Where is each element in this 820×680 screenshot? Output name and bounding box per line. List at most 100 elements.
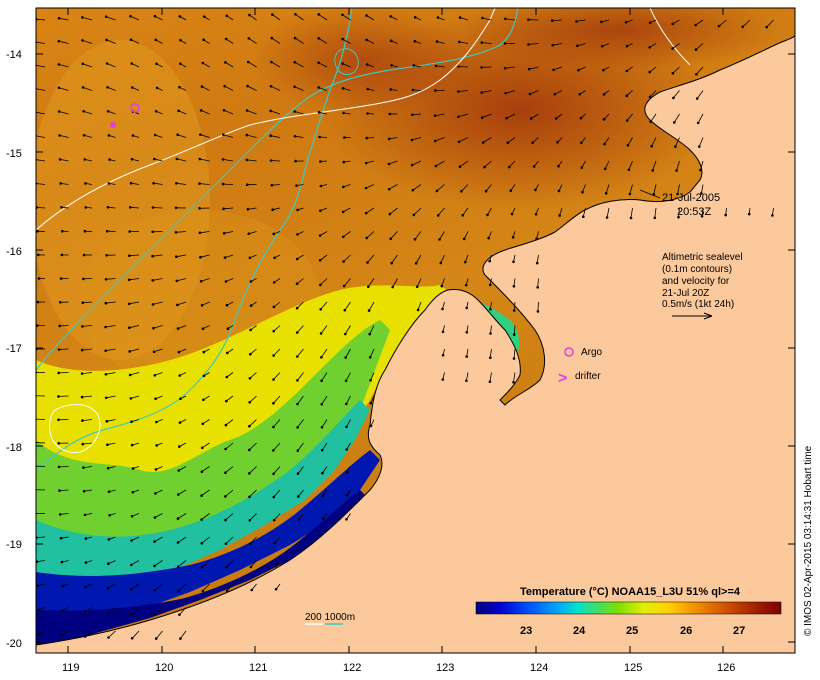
velocity-vector — [629, 184, 633, 195]
velocity-vector — [322, 466, 328, 474]
velocity-vector — [82, 372, 93, 374]
velocity-vector-head — [557, 164, 560, 168]
velocity-vector — [321, 442, 328, 451]
velocity-vector — [481, 42, 492, 44]
velocity-vector — [319, 254, 328, 261]
velocity-vector-head — [557, 189, 561, 193]
velocity-vector-head — [57, 395, 60, 398]
velocity-vector — [676, 160, 680, 171]
velocity-vector-head — [198, 182, 201, 185]
velocity-vector — [273, 466, 281, 475]
velocity-vector — [459, 17, 469, 21]
velocity-vector-head — [151, 206, 155, 209]
velocity-vector — [224, 85, 234, 91]
velocity-vector-head — [345, 425, 348, 429]
velocity-vector — [106, 39, 116, 44]
velocity-vector — [130, 39, 140, 44]
velocity-vector-head — [245, 109, 249, 112]
velocity-vector-head — [672, 96, 675, 100]
velocity-vector-head — [81, 86, 85, 89]
velocity-vector-head — [269, 134, 273, 137]
velocity-vector — [273, 419, 281, 428]
velocity-vector-head — [673, 121, 676, 124]
velocity-vector — [250, 560, 257, 568]
legend-line: and velocity for — [662, 276, 730, 287]
lon-tick-label: 121 — [249, 662, 267, 674]
velocity-vector-head — [36, 324, 39, 327]
velocity-vector-head — [249, 328, 252, 332]
velocity-vector — [273, 301, 281, 308]
velocity-vector-head — [411, 188, 415, 192]
velocity-vector — [297, 466, 304, 474]
velocity-vector — [176, 254, 187, 258]
velocity-vector-head — [296, 208, 299, 212]
velocity-vector-head — [151, 303, 155, 306]
velocity-vector-head — [130, 637, 134, 640]
velocity-vector — [274, 536, 281, 544]
velocity-vector — [701, 184, 704, 194]
velocity-vector — [177, 536, 187, 543]
velocity-vector — [129, 325, 140, 329]
velocity-vector — [294, 37, 304, 44]
velocity-vector — [297, 372, 304, 381]
velocity-vector — [297, 419, 304, 428]
velocity-vector-head — [248, 424, 251, 428]
velocity-vector — [459, 41, 469, 44]
velocity-vector — [672, 19, 680, 25]
velocity-vector — [604, 160, 610, 169]
velocity-vector-head — [439, 261, 443, 265]
velocity-vector — [226, 395, 234, 402]
velocity-vector-head — [198, 231, 202, 235]
velocity-vector — [249, 489, 257, 498]
velocity-vector-head — [293, 61, 297, 64]
velocity-vector-head — [582, 215, 585, 218]
velocity-vector-head — [104, 301, 108, 305]
mild-sst-patch — [36, 40, 210, 360]
velocity-vector-head — [512, 309, 516, 312]
velocity-vector — [412, 184, 422, 191]
velocity-vector-head — [129, 38, 133, 41]
velocity-vector-head — [389, 237, 393, 241]
velocity-vector-head — [151, 230, 154, 234]
velocity-vector-head — [412, 64, 416, 67]
velocity-vector-head — [319, 184, 323, 188]
velocity-vector-head — [248, 377, 252, 380]
velocity-vector — [345, 372, 351, 381]
velocity-vector-head — [178, 445, 181, 448]
velocity-vector-head — [82, 466, 85, 469]
velocity-vector-head — [488, 380, 492, 384]
velocity-vector — [107, 607, 116, 614]
velocity-vector — [153, 325, 163, 329]
velocity-vector-head — [512, 284, 516, 288]
velocity-vector-head — [694, 48, 698, 51]
velocity-vector-head — [198, 157, 202, 161]
velocity-vector-head — [671, 47, 674, 50]
velocity-vector — [83, 110, 93, 115]
velocity-vector-head — [223, 256, 227, 259]
velocity-vector — [200, 254, 210, 258]
velocity-vector — [178, 583, 187, 592]
velocity-vector-head — [342, 185, 345, 189]
velocity-vector — [507, 137, 516, 144]
velocity-vector — [392, 278, 398, 288]
velocity-vector-head — [154, 110, 158, 113]
velocity-vector-head — [107, 490, 111, 494]
velocity-vector-head — [57, 348, 61, 351]
velocity-vector-head — [83, 158, 87, 161]
velocity-vector-head — [629, 216, 633, 220]
velocity-vector-head — [580, 141, 583, 145]
velocity-vector — [82, 325, 93, 327]
velocity-vector-head — [320, 448, 324, 452]
velocity-vector — [700, 160, 704, 171]
velocity-vector-head — [273, 541, 277, 545]
velocity-vector-head — [130, 563, 133, 567]
velocity-vector — [482, 17, 492, 21]
velocity-vector-head — [82, 253, 86, 257]
velocity-vector-head — [487, 236, 491, 240]
velocity-vector-head — [154, 492, 157, 495]
velocity-vector — [177, 134, 187, 138]
velocity-vector-head — [464, 283, 468, 287]
velocity-vector-head — [36, 300, 40, 304]
velocity-vector — [82, 301, 93, 304]
velocity-vector-head — [107, 134, 111, 137]
